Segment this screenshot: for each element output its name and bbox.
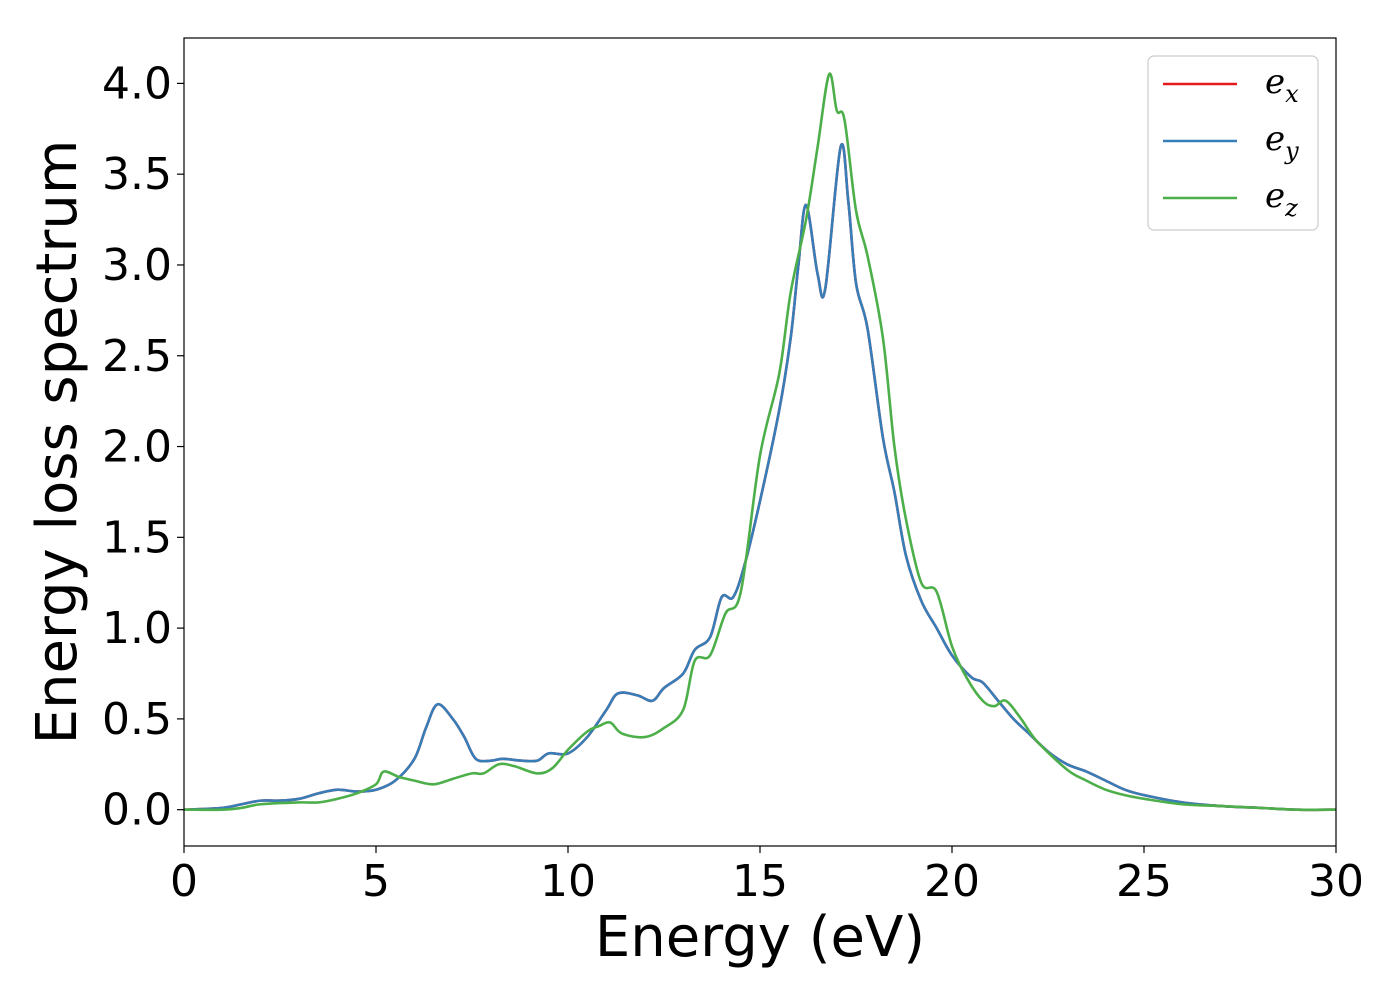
x-tick-label: 10 xyxy=(540,856,596,907)
x-tick-label: 5 xyxy=(362,856,390,907)
y-tick-label: 4.0 xyxy=(102,58,172,109)
legend-label: ey xyxy=(1265,119,1299,165)
y-axis: 0.0 0.5 1.0 1.5 2.0 2.5 3.0 3.5 4.0 xyxy=(102,58,184,836)
x-tick-label: 30 xyxy=(1308,856,1364,907)
plot-background xyxy=(184,38,1336,846)
y-axis-title: Energy loss spectrum xyxy=(25,140,90,745)
y-tick-label: 3.0 xyxy=(102,240,172,291)
x-tick-label: 20 xyxy=(924,856,980,907)
x-axis-title: Energy (eV) xyxy=(595,905,925,970)
x-tick-label: 15 xyxy=(732,856,788,907)
series-layer xyxy=(184,72,1336,812)
y-tick-label: 1.0 xyxy=(102,603,172,654)
legend-label: ex xyxy=(1265,62,1299,108)
series-line-e-z xyxy=(184,72,1336,812)
series-line-e-y xyxy=(184,143,1336,812)
y-tick-label: 1.5 xyxy=(102,512,172,563)
x-tick-label: 0 xyxy=(170,856,198,907)
legend-label: ez xyxy=(1265,176,1298,222)
y-tick-label: 0.0 xyxy=(102,785,172,836)
legend: ex ey ez xyxy=(1147,55,1319,231)
y-tick-label: 2.5 xyxy=(102,331,172,382)
x-tick-label: 25 xyxy=(1116,856,1172,907)
x-axis: 0 5 10 15 20 25 30 xyxy=(170,846,1364,907)
legend-box xyxy=(1147,55,1319,231)
y-tick-label: 3.5 xyxy=(102,149,172,200)
y-tick-label: 2.0 xyxy=(102,422,172,473)
y-tick-label: 0.5 xyxy=(102,694,172,745)
